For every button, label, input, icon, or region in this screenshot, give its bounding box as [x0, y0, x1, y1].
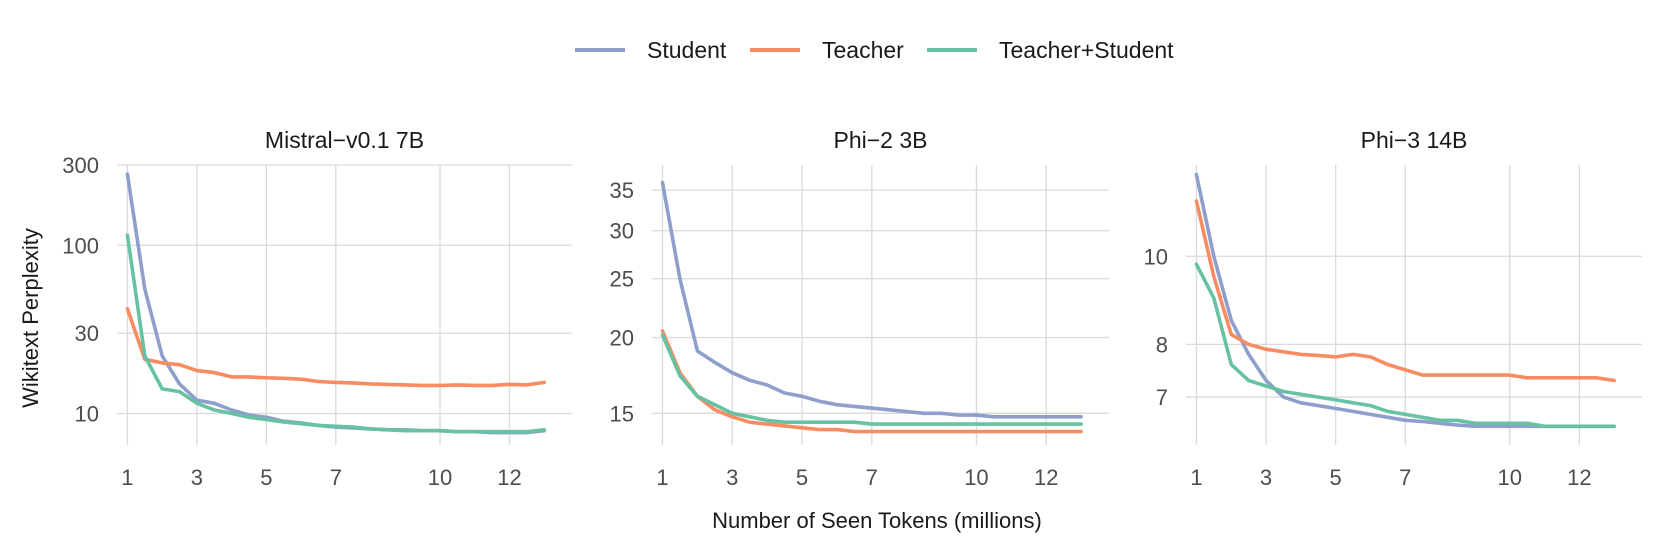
- legend-label-teacher: Teacher: [822, 37, 904, 63]
- x-tick-label: 1: [656, 465, 668, 490]
- x-tick-label: 3: [726, 465, 738, 490]
- x-tick-label: 5: [1330, 465, 1342, 490]
- x-tick-label: 12: [497, 465, 521, 490]
- legend-label-student: Student: [647, 37, 727, 63]
- series-line-teacher: [125, 306, 547, 388]
- legend-label-teacher-student: Teacher+Student: [999, 37, 1174, 63]
- y-tick-label: 20: [610, 326, 634, 351]
- series-line-teacher-student: [1194, 262, 1616, 429]
- panel-1: 1 3 5 7 10 12 10 30 100 300 Mistral−v0.1 7B: [62, 127, 572, 490]
- y-tick-label: 100: [62, 233, 99, 258]
- x-tick-label: 12: [1034, 465, 1058, 490]
- series-line-teacher-student: [660, 333, 1083, 426]
- y-tick-label: 7: [1156, 385, 1168, 410]
- panel-title: Phi−2 3B: [834, 127, 928, 153]
- x-tick-label: 10: [428, 465, 452, 490]
- legend: Student Teacher Teacher+Student: [575, 37, 1174, 63]
- y-tick-label: 30: [75, 321, 99, 346]
- y-tick-label: 300: [62, 153, 99, 178]
- x-tick-label: 5: [260, 465, 272, 490]
- x-tick-label: 3: [191, 465, 203, 490]
- x-tick-label: 7: [1399, 465, 1411, 490]
- x-tick-label: 10: [964, 465, 988, 490]
- y-tick-label: 8: [1156, 332, 1168, 357]
- x-tick-label: 10: [1497, 465, 1521, 490]
- y-tick-label: 10: [1144, 244, 1168, 269]
- x-tick-label: 7: [866, 465, 878, 490]
- y-axis-label: Wikitext Perplexity: [18, 228, 43, 408]
- series-line-teacher: [1194, 199, 1616, 383]
- x-tick-label: 12: [1567, 465, 1591, 490]
- x-tick-label: 1: [121, 465, 133, 490]
- panel-title: Mistral−v0.1 7B: [265, 127, 424, 153]
- y-tick-label: 25: [610, 267, 634, 292]
- y-tick-label: 10: [75, 402, 99, 427]
- panel-title: Phi−3 14B: [1361, 127, 1468, 153]
- series-line-teacher: [660, 329, 1083, 434]
- x-tick-label: 7: [330, 465, 342, 490]
- series-line-student: [660, 180, 1083, 419]
- series-line-teacher-student: [125, 233, 547, 434]
- x-tick-label: 1: [1190, 465, 1202, 490]
- x-tick-label: 5: [796, 465, 808, 490]
- y-tick-label: 30: [610, 219, 634, 244]
- y-tick-label: 35: [610, 178, 634, 203]
- x-axis-label: Number of Seen Tokens (millions): [712, 508, 1042, 533]
- panel-3: 1 3 5 7 10 12 7 8 10 Phi−3 14B: [1144, 127, 1642, 490]
- y-tick-label: 15: [610, 401, 634, 426]
- x-tick-label: 3: [1260, 465, 1272, 490]
